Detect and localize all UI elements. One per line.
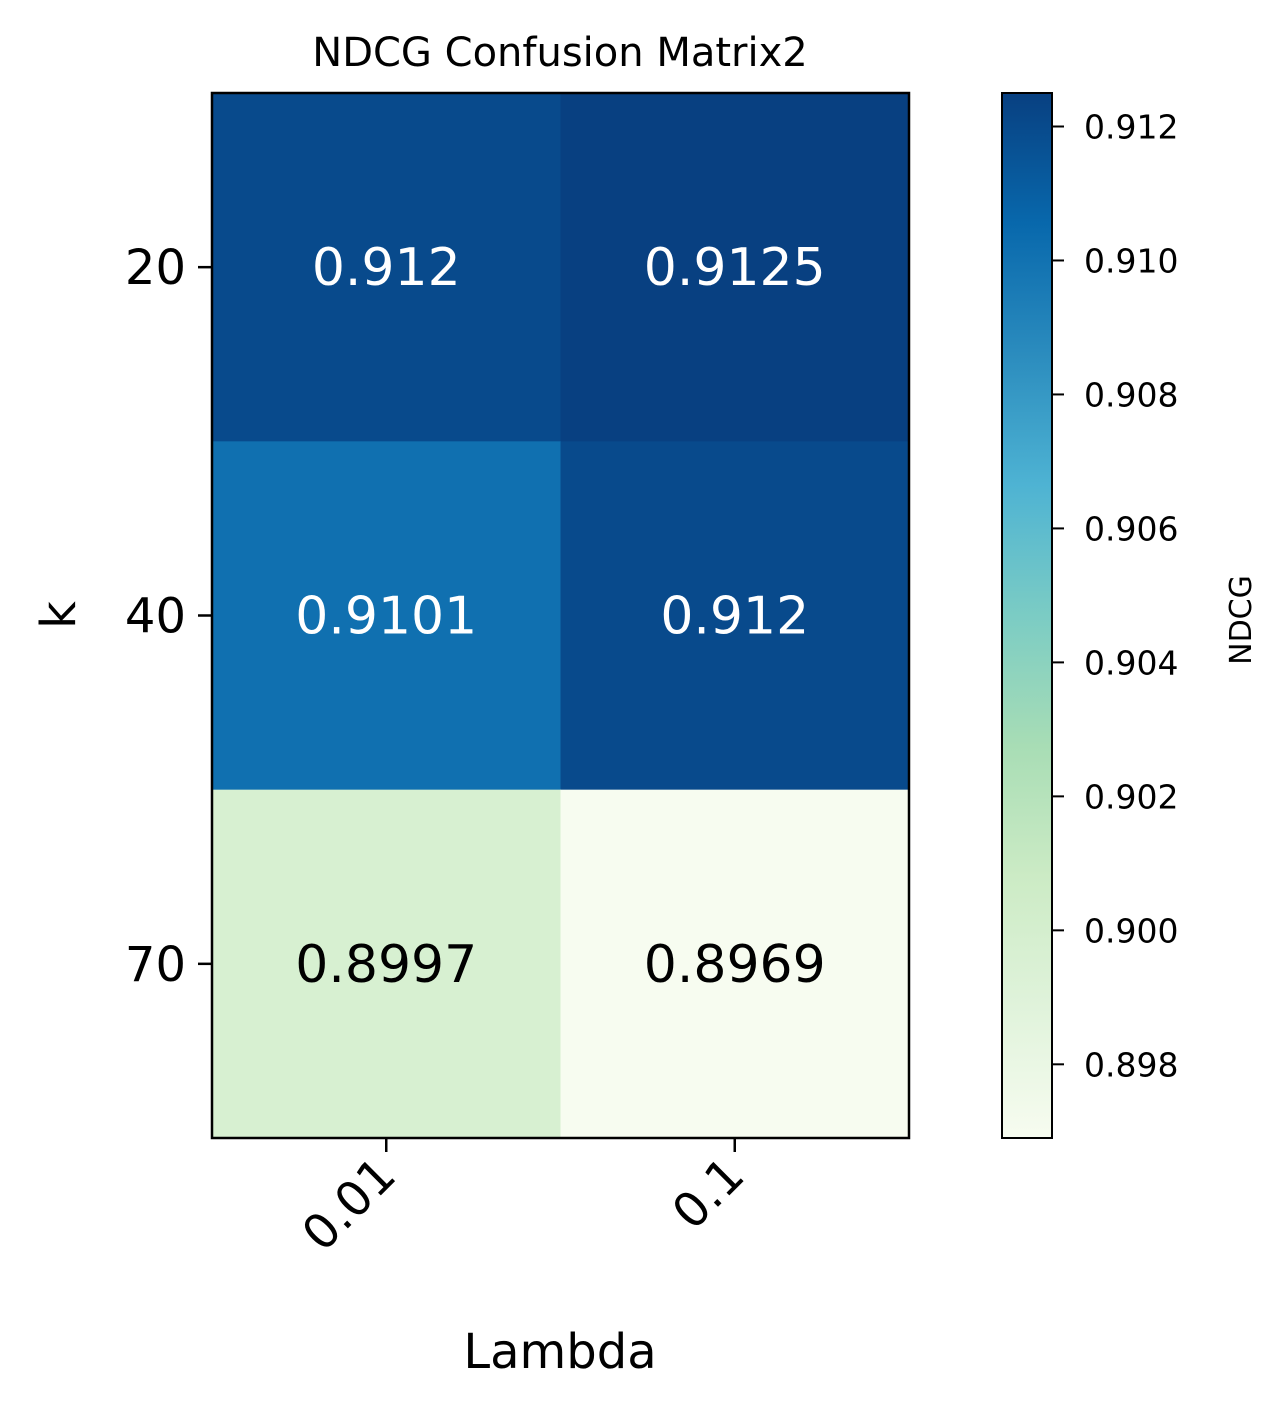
colorbar-tick-label: 0.912 xyxy=(1084,107,1178,146)
colorbar-label: NDCG xyxy=(1224,575,1259,665)
x-axis-label: Lambda xyxy=(463,1324,656,1380)
heatmap-cells xyxy=(212,93,910,1139)
heatmap-cell xyxy=(212,789,561,1139)
heatmap-cell xyxy=(560,441,910,791)
colorbar-tick-label: 0.902 xyxy=(1084,777,1178,816)
y-axis-label: k xyxy=(31,601,87,629)
x-axis: 0.01 0.1 xyxy=(292,1138,756,1262)
y-tick-label: 40 xyxy=(125,589,186,645)
colorbar-tick-label: 0.904 xyxy=(1084,643,1178,682)
heatmap-cell-labels: 0.912 0.9125 0.9101 0.912 0.8997 0.8969 xyxy=(295,238,825,995)
y-tick-label: 20 xyxy=(125,240,186,296)
cell-value-label: 0.9125 xyxy=(644,238,826,298)
colorbar-tick-label: 0.906 xyxy=(1084,509,1178,548)
colorbar xyxy=(1001,92,1053,1139)
cell-value-label: 0.912 xyxy=(660,587,809,647)
heatmap-cell xyxy=(560,93,910,442)
heatmap-cell xyxy=(212,441,561,791)
colorbar-tick-label: 0.898 xyxy=(1084,1045,1178,1084)
colorbar-ticks: 0.898 0.900 0.902 0.904 0.906 0.908 0.910 0.912 xyxy=(1052,107,1178,1084)
x-tick-label: 0.1 xyxy=(662,1147,756,1241)
colorbar-tick-label: 0.910 xyxy=(1084,241,1178,280)
chart-title: NDCG Confusion Matrix2 xyxy=(312,30,807,76)
cell-value-label: 0.8969 xyxy=(644,935,826,995)
y-axis: 20 40 70 xyxy=(125,240,212,993)
heatmap-cell xyxy=(212,93,561,442)
cell-value-label: 0.8997 xyxy=(295,935,477,995)
colorbar-tick-label: 0.900 xyxy=(1084,911,1178,950)
cell-value-label: 0.9101 xyxy=(295,587,477,647)
cell-value-label: 0.912 xyxy=(312,238,461,298)
y-tick-label: 70 xyxy=(125,937,186,993)
heatmap-cell xyxy=(560,789,910,1139)
colorbar-tick-label: 0.908 xyxy=(1084,375,1178,414)
x-tick-label: 0.01 xyxy=(292,1147,407,1262)
